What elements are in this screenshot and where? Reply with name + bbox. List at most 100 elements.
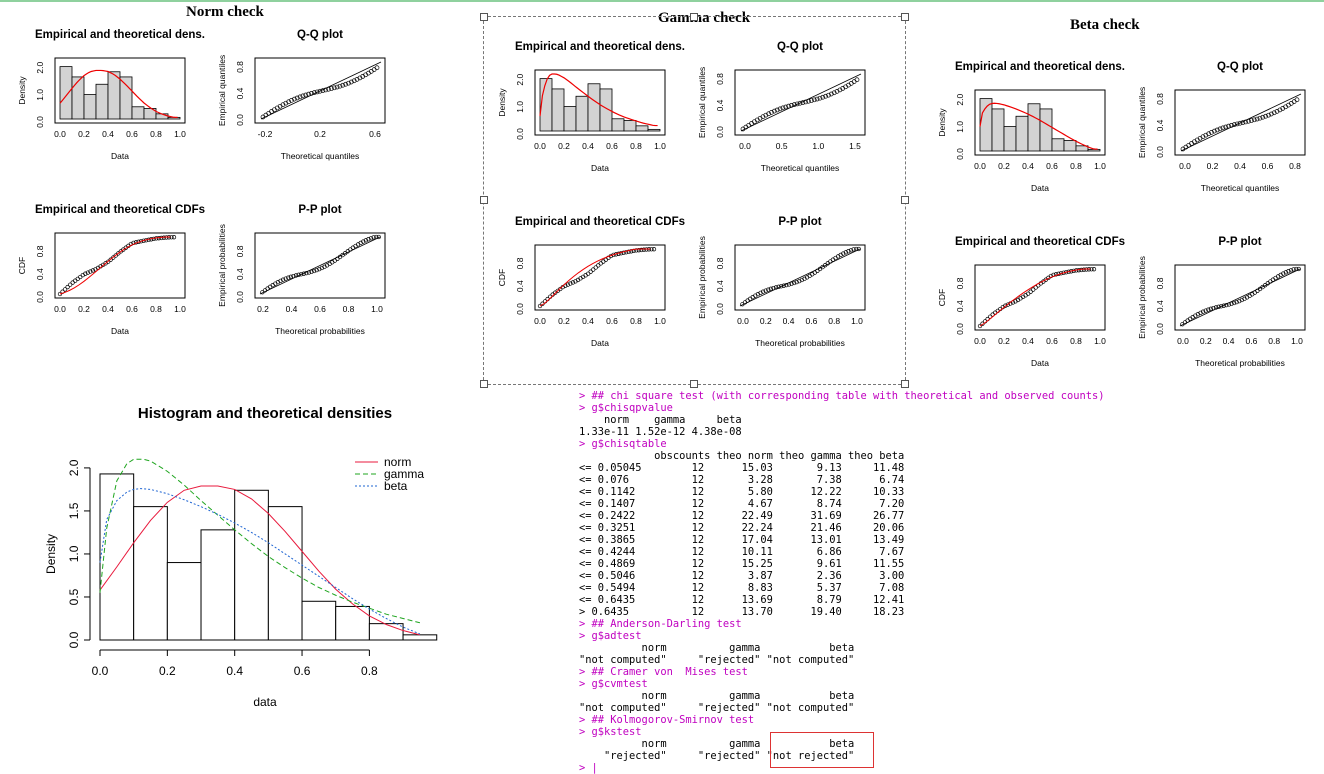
x-tick-label: 0.2 [998,336,1010,346]
ecdf-point [585,271,591,276]
pp-point [1283,270,1289,275]
qq-point [297,94,303,100]
y-tick-label: 0.0 [35,291,45,303]
qq-point [774,107,780,113]
y-axis-label: CDF [937,289,947,306]
y-tick-label: 2.0 [35,62,45,74]
plot-box-qq [254,57,386,124]
plot-title-hist: Empirical and theoretical dens. [35,29,205,41]
x-tick-label: 0.2 [558,316,570,326]
console-command-line: > ## chi square test (with corresponding… [579,390,1105,402]
y-axis-label: Density [17,76,27,105]
plot-box-qq [734,69,866,136]
ecdf-point [639,247,644,253]
resize-handle-br[interactable] [901,380,909,388]
pp-point [361,239,366,244]
pp-point [1203,308,1208,313]
theoretical-density-line [59,69,178,118]
resize-handle-t[interactable] [690,13,698,21]
r-console-output[interactable]: > ## chi square test (with corresponding… [579,390,1324,774]
qq-point [300,93,306,99]
x-axis-label: Data [111,151,129,161]
ecdf-point [588,269,593,274]
x-tick-label: 0.2 [257,304,269,314]
hist-bar [551,88,565,132]
y-tick-label: 0.4 [715,280,725,292]
qq-point [1203,132,1209,138]
pp-point [319,265,325,271]
hist-bar [599,88,613,132]
kstest-beta-highlight-box [770,732,874,768]
x-tick-label: 0.0 [737,316,749,326]
x-tick-label: 0.2 [998,161,1010,171]
pp-point [1239,297,1245,303]
density-line-norm [99,485,421,636]
pp-point [846,249,851,254]
resize-handle-tr[interactable] [901,13,909,21]
hist-bar [107,71,121,120]
x-tick-label: 0.2 [314,129,326,139]
resize-handle-tl[interactable] [480,13,488,21]
x-tick-label: 0.6 [294,664,311,678]
x-tick-label: 0.4 [582,316,594,326]
resize-handle-r[interactable] [901,196,909,204]
plot-box-pp [254,232,386,299]
pp-reference-line [739,248,861,307]
ecdf-point [1025,291,1031,296]
ecdf-point [70,280,75,285]
x-tick-label: 0.0 [974,336,986,346]
x-tick-label: 0.6 [1046,336,1058,346]
y-tick-label: 0.0 [67,631,81,648]
ecdf-point [591,267,596,272]
selected-image-frame[interactable] [483,16,906,385]
ecdf-point [1005,302,1011,307]
qq-point [292,96,297,102]
x-tick-label: 0.6 [126,304,138,314]
x-tick-label: 0.0 [54,304,66,314]
ecdf-point [62,287,68,292]
x-tick-label: 1.0 [174,304,186,314]
qq-point [817,95,823,101]
qq-point [814,96,820,102]
ecdf-point [634,248,639,253]
plot-title-pp: P-P plot [1218,236,1261,248]
beta-check-plots: Empirical and theoretical dens. Q-Q plot E… [937,61,1306,368]
qq-point [826,92,831,98]
x-tick-label: 0.8 [1070,336,1082,346]
x-tick-label: 0.6 [369,129,381,139]
resize-handle-bl[interactable] [480,380,488,388]
theoretical-cdf-line [979,268,1091,327]
y-tick-label: 0.0 [515,128,525,140]
y-tick-label: 0.0 [235,291,245,303]
qq-reference-line [1180,93,1302,152]
ecdf-point [565,282,571,287]
console-output-line: <= 0.2422 12 22.49 31.69 26.77 [579,510,905,522]
qq-point [820,94,826,100]
plot-title-qq: Q-Q plot [777,41,823,53]
x-tick-label: 0.8 [361,664,378,678]
y-tick-label: 0.4 [515,280,525,292]
y-tick-label: 0.8 [1155,277,1165,289]
console-command-line: > g$cvmtest [579,678,648,690]
hist-bar [95,83,109,120]
qq-point [1251,117,1257,123]
x-tick-label: 1.0 [654,316,666,326]
resize-handle-b[interactable] [690,380,698,388]
console-output-line: <= 0.6435 12 13.69 8.79 12.41 [579,594,905,606]
plot-box-cdf [534,244,666,311]
qq-point [334,84,340,90]
ecdf-point [623,250,629,255]
qq-point [1220,125,1226,131]
y-axis-label: Empirical quantiles [697,67,707,138]
density-line-beta [99,488,421,635]
x-axis-label: Theoretical probabilities [1195,358,1285,368]
qq-point [794,101,800,107]
ecdf-point [593,265,598,270]
ecdf-point [1028,289,1033,294]
norm-check-plots: Empirical and theoretical dens. Q-Q plot E… [17,29,386,336]
resize-handle-l[interactable] [480,196,488,204]
ecdf-point [57,291,63,297]
pp-point [1288,268,1294,273]
theoretical-cdf-line [59,236,171,295]
ecdf-point [631,248,636,253]
